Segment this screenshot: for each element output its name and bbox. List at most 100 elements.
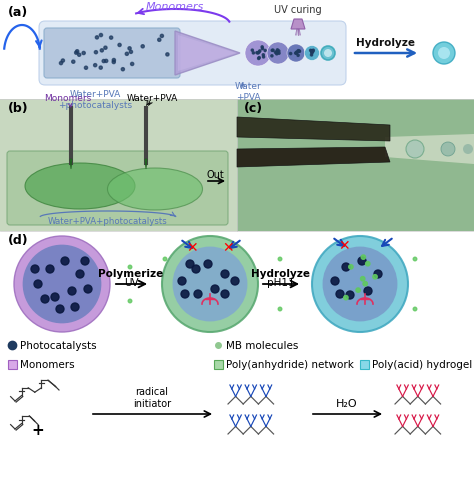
Circle shape [364, 287, 372, 295]
Circle shape [251, 50, 254, 52]
Circle shape [374, 270, 382, 279]
Text: Polymerize: Polymerize [99, 268, 164, 279]
Circle shape [252, 53, 255, 55]
Bar [8, 360, 17, 369]
Circle shape [263, 57, 264, 59]
Circle shape [287, 45, 305, 63]
Circle shape [276, 53, 278, 55]
Bar [237, 100, 474, 231]
Circle shape [271, 56, 273, 58]
Circle shape [71, 304, 79, 311]
Circle shape [438, 48, 450, 60]
Circle shape [100, 34, 102, 38]
Circle shape [76, 270, 84, 279]
Polygon shape [237, 118, 390, 142]
Circle shape [100, 50, 103, 53]
Circle shape [336, 290, 344, 298]
Circle shape [356, 288, 360, 293]
Text: +: + [32, 422, 45, 437]
Polygon shape [145, 160, 147, 170]
Circle shape [31, 265, 39, 273]
Circle shape [278, 53, 280, 55]
Circle shape [84, 67, 88, 70]
Circle shape [46, 265, 54, 273]
Circle shape [95, 37, 99, 40]
Circle shape [310, 51, 313, 53]
Text: Out: Out [207, 170, 225, 180]
Circle shape [271, 50, 273, 52]
Polygon shape [70, 160, 72, 170]
Circle shape [310, 50, 312, 52]
Text: (b): (b) [8, 102, 28, 115]
Text: Photocatalysts: Photocatalysts [20, 340, 97, 350]
Circle shape [298, 51, 301, 53]
Circle shape [413, 258, 417, 261]
Bar [0, 100, 237, 231]
FancyBboxPatch shape [7, 152, 228, 225]
Text: Monomers: Monomers [146, 2, 204, 12]
Circle shape [256, 52, 258, 55]
Circle shape [78, 54, 81, 57]
Text: ✕: ✕ [338, 239, 350, 252]
Circle shape [463, 145, 473, 155]
Circle shape [166, 54, 169, 57]
Circle shape [304, 46, 319, 61]
Text: Water+PVA+photocatalysts: Water+PVA+photocatalysts [48, 217, 168, 225]
Circle shape [141, 45, 144, 49]
Circle shape [275, 54, 278, 56]
Circle shape [99, 67, 102, 70]
Polygon shape [237, 148, 390, 168]
Circle shape [259, 51, 261, 53]
Circle shape [82, 52, 85, 56]
Circle shape [118, 44, 121, 47]
Circle shape [346, 291, 354, 299]
Circle shape [34, 281, 42, 288]
Text: MB molecules: MB molecules [226, 340, 298, 350]
Circle shape [413, 307, 417, 311]
Circle shape [130, 63, 134, 66]
Circle shape [163, 258, 167, 261]
Circle shape [93, 64, 97, 68]
Text: Water+PVA
+photocatalysts: Water+PVA +photocatalysts [58, 90, 132, 110]
Circle shape [264, 50, 266, 53]
Circle shape [344, 296, 348, 300]
Circle shape [72, 61, 75, 64]
Circle shape [321, 47, 335, 61]
Text: pH11: pH11 [267, 278, 295, 287]
Circle shape [323, 247, 397, 322]
Circle shape [274, 52, 276, 54]
Circle shape [68, 287, 76, 295]
Text: Poly(acid) hydrogel: Poly(acid) hydrogel [372, 360, 472, 370]
Bar [214, 360, 223, 369]
Circle shape [128, 265, 132, 269]
Circle shape [81, 258, 89, 265]
Circle shape [278, 51, 280, 53]
Circle shape [257, 58, 260, 61]
Circle shape [128, 48, 131, 51]
Circle shape [311, 52, 313, 55]
Circle shape [41, 295, 49, 304]
Text: ✕: ✕ [186, 241, 198, 254]
Text: Monomers: Monomers [20, 360, 74, 370]
Circle shape [61, 60, 64, 63]
Circle shape [194, 290, 202, 298]
Text: Hydrolyze: Hydrolyze [252, 268, 310, 279]
Text: ✕: ✕ [222, 241, 234, 254]
Text: radical
initiator: radical initiator [133, 386, 171, 408]
Circle shape [221, 270, 229, 279]
Circle shape [363, 282, 367, 286]
Circle shape [192, 265, 200, 273]
Circle shape [178, 278, 186, 285]
Circle shape [267, 43, 289, 65]
Circle shape [295, 53, 297, 55]
Circle shape [373, 275, 377, 280]
Circle shape [295, 53, 298, 55]
Circle shape [310, 55, 313, 57]
Circle shape [365, 262, 370, 266]
Circle shape [295, 52, 298, 54]
Text: UV curing: UV curing [274, 5, 322, 15]
Circle shape [298, 51, 301, 53]
Circle shape [278, 258, 282, 261]
Text: H₂O: H₂O [336, 398, 358, 408]
Circle shape [257, 53, 259, 55]
